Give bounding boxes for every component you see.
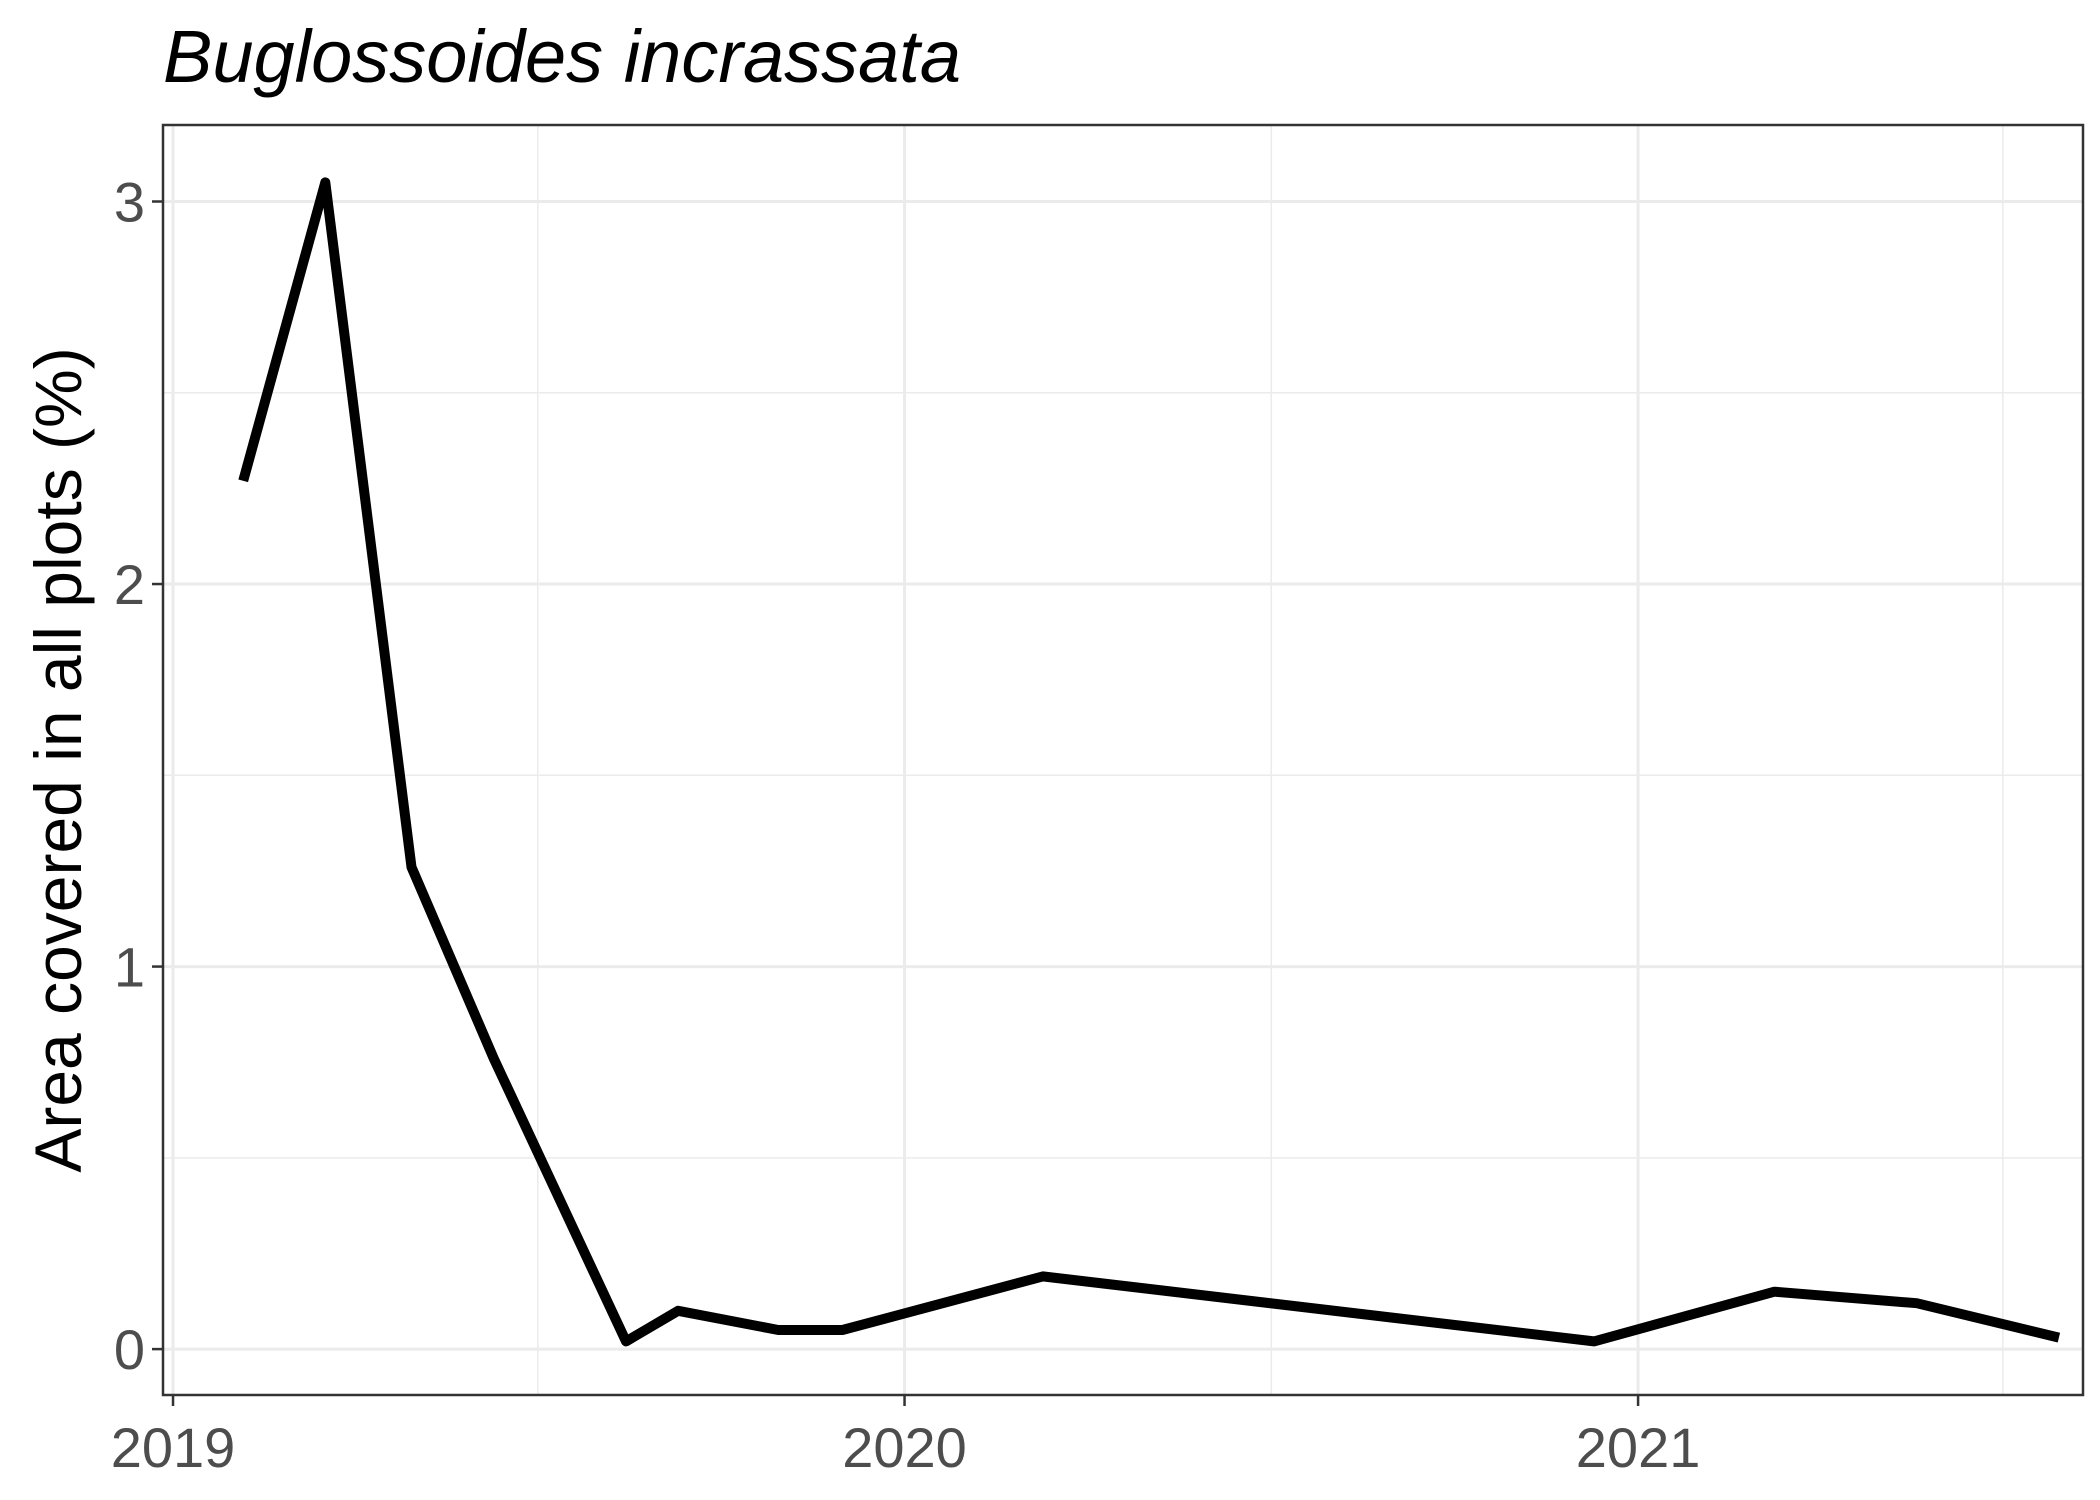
x-tick-label: 2021 bbox=[1576, 1416, 1701, 1479]
y-axis-label: Area covered in all plots (%) bbox=[21, 347, 95, 1172]
x-tick-label: 2019 bbox=[111, 1416, 236, 1479]
y-tick-label: 2 bbox=[114, 553, 145, 616]
y-tick-label: 0 bbox=[114, 1318, 145, 1381]
y-tick-label: 3 bbox=[114, 171, 145, 234]
series-line bbox=[238, 177, 2061, 1347]
grid-lines bbox=[163, 125, 2083, 1395]
x-tick-label: 2020 bbox=[842, 1416, 967, 1479]
axes-group: 0 1 2 3 2019 2020 2021 bbox=[111, 171, 1701, 1479]
series-group bbox=[238, 177, 2061, 1347]
chart-title: Buglossoides incrassata bbox=[163, 15, 961, 98]
plot-panel bbox=[161, 123, 2085, 1397]
y-tick-label: 1 bbox=[114, 936, 145, 999]
